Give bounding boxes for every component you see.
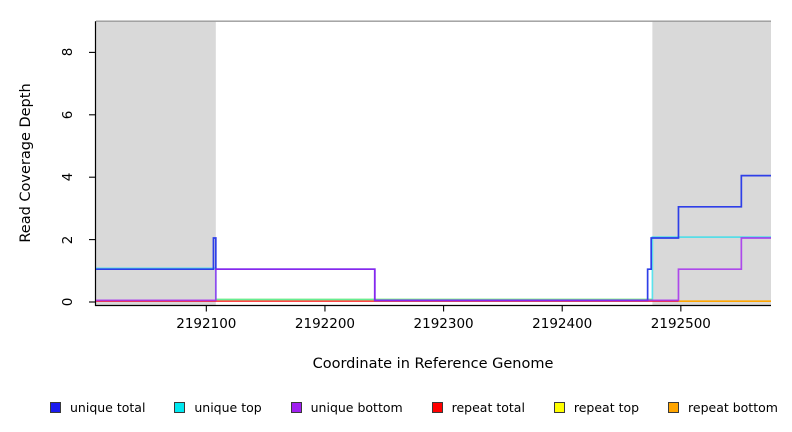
unique-top-swatch-icon [174, 402, 186, 413]
series-line-unique-bottom [96, 237, 771, 302]
legend-label: repeat bottom [688, 400, 778, 415]
repeat-region-left [96, 21, 216, 306]
legend-item-repeat-bottom: repeat bottom [668, 400, 778, 415]
legend: unique total unique top unique bottom re… [50, 400, 778, 415]
y-axis-title: Read Coverage Depth [18, 83, 34, 243]
repeat-region-right [652, 21, 771, 306]
repeat-total-swatch-icon [431, 402, 443, 413]
legend-label: unique bottom [310, 400, 403, 415]
series-line-unique-total [96, 174, 771, 302]
legend-label: repeat total [451, 400, 525, 415]
x-tick-label: 2192400 [532, 316, 593, 332]
x-tick-label: 2192200 [294, 316, 356, 332]
y-tick-label: 6 [60, 110, 76, 120]
legend-item-unique-bottom: unique bottom [290, 400, 403, 415]
legend-label: unique top [194, 400, 262, 415]
series-line-unique-top [96, 236, 771, 301]
y-tick-label: 8 [60, 48, 76, 57]
legend-label: unique total [70, 400, 146, 415]
y-tick-label: 2 [60, 235, 76, 244]
unique-total-swatch-icon [50, 402, 61, 413]
x-axis-title: Coordinate in Reference Genome [312, 356, 554, 372]
repeat-top-swatch-icon [553, 402, 565, 413]
legend-item-repeat-total: repeat total [431, 400, 525, 415]
x-tick-label: 2192500 [650, 316, 711, 332]
x-tick-label: 2192300 [413, 316, 474, 332]
unique-bottom-swatch-icon [290, 402, 302, 413]
legend-item-unique-top: unique top [174, 400, 262, 415]
legend-item-unique-total: unique total [50, 400, 145, 415]
y-tick-label: 0 [60, 297, 76, 307]
legend-label: repeat top [573, 400, 640, 415]
x-tick-label: 2192100 [176, 316, 237, 332]
y-tick-label: 4 [60, 172, 76, 182]
repeat-bottom-swatch-icon [668, 402, 680, 413]
legend-item-repeat-top: repeat top [553, 400, 640, 415]
